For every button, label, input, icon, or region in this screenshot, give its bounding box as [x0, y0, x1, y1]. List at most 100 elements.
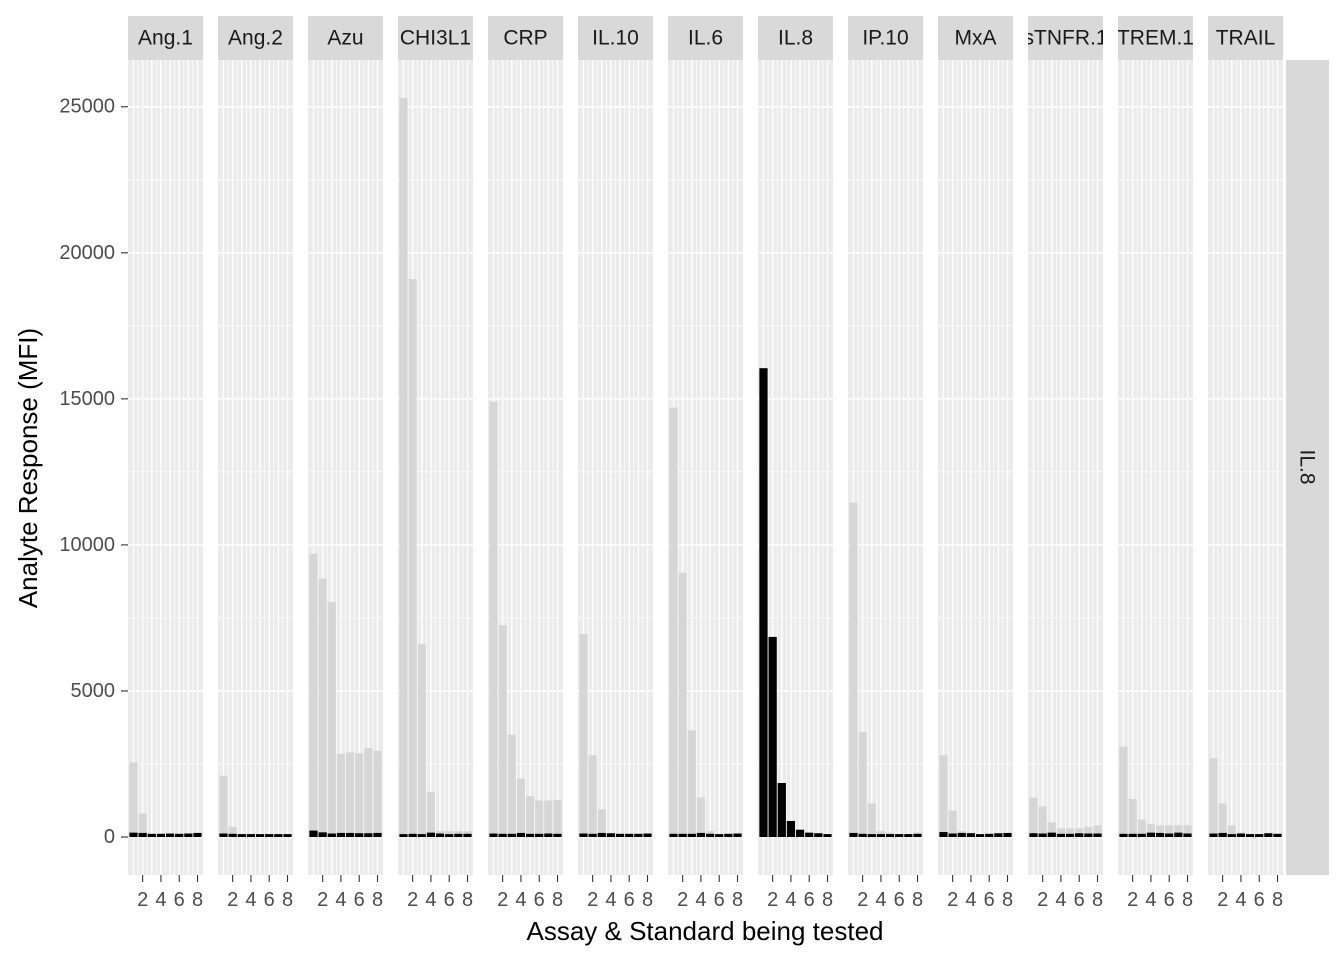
highlight-bar — [849, 832, 858, 838]
panel-strip — [1028, 16, 1103, 60]
highlight-bar — [724, 833, 733, 838]
shadow-bar — [507, 734, 516, 838]
shadow-bar — [1029, 797, 1038, 838]
x-tick-label: 8 — [462, 889, 473, 911]
highlight-bar — [274, 834, 283, 838]
highlight-bar — [138, 832, 147, 838]
highlight-bar — [544, 833, 553, 838]
x-tick-label: 6 — [354, 889, 365, 911]
highlight-bar — [318, 832, 327, 838]
x-tick-label: 8 — [912, 889, 923, 911]
shadow-bar — [939, 755, 948, 838]
panel-strip-label: TRAIL — [1216, 27, 1276, 50]
shadow-bar — [364, 747, 373, 838]
x-tick-label: 4 — [785, 889, 796, 911]
highlight-bar — [535, 833, 544, 838]
x-tick-label: 2 — [1217, 889, 1228, 911]
x-tick-label: 6 — [984, 889, 995, 911]
shadow-bar — [373, 750, 382, 838]
shadow-bar — [588, 755, 597, 838]
shadow-bar — [327, 601, 336, 838]
shadow-bar — [426, 791, 436, 838]
shadow-bar — [1047, 822, 1056, 838]
highlight-bar — [507, 833, 516, 838]
shadow-bar — [1155, 825, 1165, 838]
highlight-bar — [373, 832, 382, 838]
highlight-bar — [669, 833, 678, 838]
highlight-bar — [759, 368, 768, 838]
highlight-bar — [1218, 832, 1227, 838]
highlight-bar — [129, 832, 138, 838]
panel-mxa: MxA 2 4 6 8 — [938, 16, 1013, 911]
shadow-bar — [355, 753, 364, 838]
x-tick-label: 8 — [1002, 889, 1013, 911]
highlight-bar — [364, 833, 373, 838]
x-axis-title: Assay & Standard being tested — [526, 916, 883, 946]
highlight-bar — [885, 834, 895, 838]
highlight-bar — [795, 829, 805, 838]
highlight-bar — [975, 834, 985, 838]
highlight-bar — [237, 834, 246, 838]
highlight-bar — [1209, 833, 1218, 838]
x-tick-label: 4 — [335, 889, 346, 911]
highlight-bar — [615, 833, 625, 838]
panel-ang-2: Ang.2 2 4 6 8 — [218, 16, 293, 911]
shadow-bar — [1146, 823, 1156, 838]
highlight-bar — [895, 834, 904, 838]
highlight-bar — [768, 636, 777, 838]
x-tick-label: 6 — [1164, 889, 1175, 911]
highlight-bar — [165, 833, 175, 838]
x-tick-label: 6 — [624, 889, 635, 911]
highlight-bar — [678, 833, 687, 838]
x-tick-label: 8 — [732, 889, 743, 911]
y-axis: 0 5000 10000 15000 20000 25000 — [59, 96, 128, 848]
shadow-bar — [535, 800, 544, 838]
y-tick-label: 20000 — [59, 242, 115, 264]
panel-strip-label: Ang.2 — [228, 27, 283, 50]
y-tick-label: 0 — [104, 826, 115, 848]
shadow-bar — [138, 813, 147, 838]
y-axis-title: Analyte Response (MFI) — [13, 328, 43, 608]
highlight-bar — [228, 833, 237, 838]
shadow-bar — [1056, 828, 1066, 838]
x-tick-label: 8 — [1182, 889, 1193, 911]
highlight-bar — [1146, 832, 1156, 838]
highlight-bar — [1227, 834, 1236, 838]
panel-strip — [758, 16, 833, 60]
highlight-bar — [948, 833, 957, 838]
x-tick-label: 4 — [515, 889, 526, 911]
highlight-bar — [904, 834, 913, 838]
panel-strip — [218, 16, 293, 60]
panel-trail: TRAIL 2 4 6 8 — [1208, 16, 1283, 911]
x-tick-label: 2 — [677, 889, 688, 911]
shadow-bar — [1165, 825, 1174, 838]
x-tick-label: 8 — [192, 889, 203, 911]
highlight-bar — [399, 834, 408, 838]
x-tick-label: 2 — [407, 889, 418, 911]
highlight-bar — [876, 834, 886, 838]
right-strip-background — [1286, 60, 1329, 875]
shadow-bar — [525, 796, 535, 838]
highlight-bar — [805, 832, 814, 838]
panel-crp: CRP 2 4 6 8 — [488, 16, 563, 911]
highlight-bar — [156, 833, 166, 838]
highlight-bar — [1065, 833, 1075, 838]
highlight-bar — [634, 833, 643, 838]
highlight-bar — [643, 833, 652, 838]
highlight-bar — [1245, 834, 1255, 838]
highlight-bar — [445, 834, 454, 838]
panel-strip — [938, 16, 1013, 60]
shadow-bar — [597, 809, 606, 838]
highlight-bar — [823, 834, 832, 838]
panel-strip — [1208, 16, 1283, 60]
x-tick-label: 4 — [605, 889, 616, 911]
panel-stnfr-1: sTNFR.1 2 4 6 8 — [1028, 16, 1103, 911]
x-tick-label: 2 — [137, 889, 148, 911]
highlight-bar — [219, 833, 228, 838]
highlight-bar — [1093, 833, 1102, 838]
shadow-bar — [1137, 819, 1146, 838]
highlight-bar — [463, 833, 472, 838]
